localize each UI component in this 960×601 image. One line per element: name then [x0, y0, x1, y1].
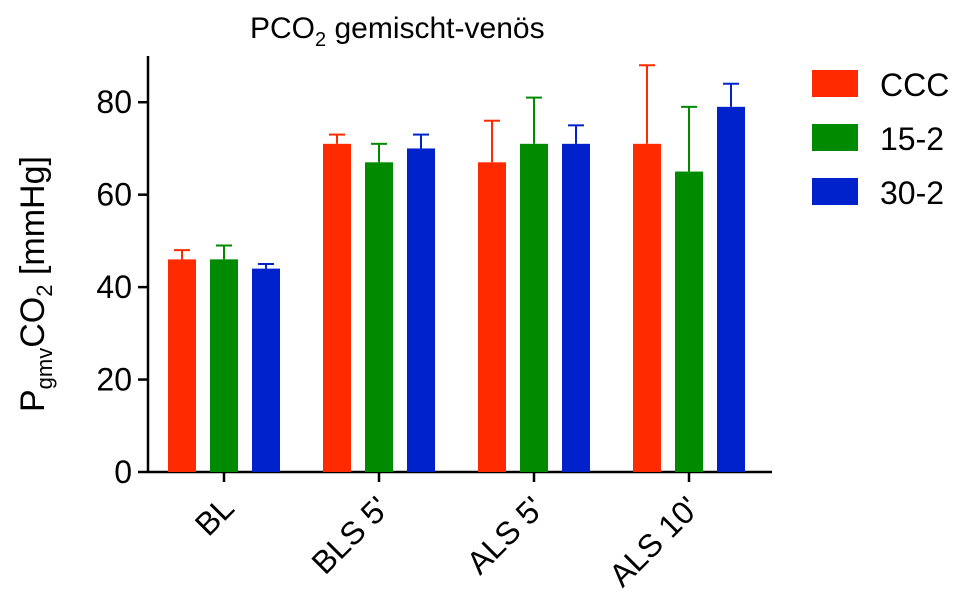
y-axis-label: PgmvCO2 [mmHg]: [14, 156, 57, 412]
legend-swatch: [812, 124, 858, 151]
legend-label: 30-2: [880, 175, 944, 211]
bar-30-2-BLS 5': [407, 148, 435, 472]
x-tick-label: ALS 5': [460, 489, 551, 580]
legend-label: 15-2: [880, 121, 944, 157]
x-tick-label: BLS 5': [305, 489, 396, 580]
bar-15-2-BLS 5': [365, 162, 393, 473]
bar-15-2-ALS 5': [520, 143, 548, 473]
legend-swatch: [812, 178, 858, 205]
y-axis-label-mid: CO: [14, 297, 52, 348]
legend-label: CCC: [880, 67, 949, 103]
chart-title-subscript: 2: [315, 29, 326, 51]
chart-title-rest: gemischt-venös: [326, 12, 544, 45]
y-tick-label: 40: [96, 269, 132, 305]
legend-swatch: [812, 70, 858, 97]
legend: CCC 15-2 30-2: [812, 67, 949, 211]
x-tick-label: ALS 10': [602, 489, 706, 593]
y-tick-label: 80: [96, 84, 132, 120]
bar-15-2-BL: [210, 259, 238, 472]
bar-30-2-ALS 5': [562, 143, 590, 473]
bar-CCC-ALS 10': [633, 143, 661, 473]
bar-30-2-ALS 10': [717, 106, 745, 472]
x-tick-label: BL: [188, 489, 241, 542]
y-tick-label: 0: [114, 454, 132, 490]
bar-CCC-BLS 5': [323, 143, 351, 473]
bar-30-2-BL: [252, 268, 280, 472]
bar-15-2-ALS 10': [675, 171, 703, 473]
bar-CCC-BL: [168, 259, 196, 472]
y-axis-label-rest: [mmHg]: [14, 156, 52, 284]
plot-area: 0 20 40 60 80 BL BLS 5' ALS 5' ALS 10': [96, 56, 772, 593]
chart-title: PCO2 gemischt-venös: [250, 12, 545, 51]
y-tick-label: 20: [96, 362, 132, 398]
y-axis-label-sub1: gmv: [32, 348, 57, 390]
y-axis-label-sub2: 2: [32, 285, 57, 297]
y-tick-label: 60: [96, 177, 132, 213]
bar-CCC-ALS 5': [478, 162, 506, 473]
y-axis-label-p: P: [14, 389, 52, 412]
chart-title-main: PCO: [250, 12, 315, 45]
